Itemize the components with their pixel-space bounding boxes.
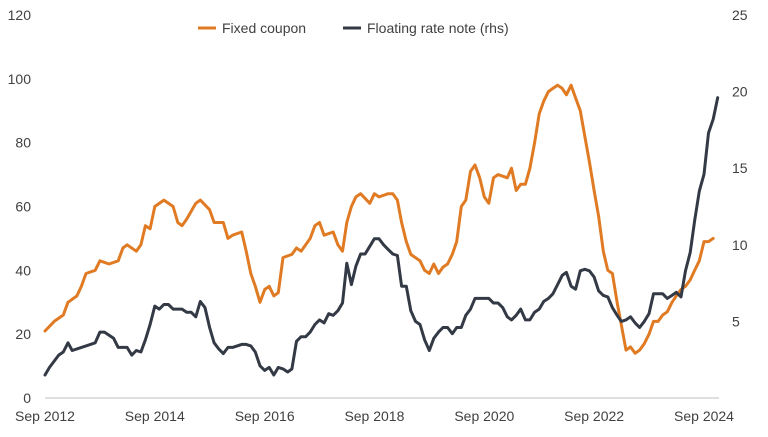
series-line-floating-rate-note xyxy=(43,96,720,377)
x-tick-label: Sep 2024 xyxy=(674,408,734,424)
y2-tick-label: 15 xyxy=(732,160,748,176)
plot-area xyxy=(43,83,720,377)
y-tick-label: 40 xyxy=(15,262,31,278)
y-tick-label: 80 xyxy=(15,135,31,151)
chart-axes: 0 20 40 60 80 100 120 5 10 15 20 25 Sep 2012 Sep 2014… xyxy=(8,7,748,424)
y-tick-label: 20 xyxy=(15,326,31,342)
x-tick-label: Sep 2014 xyxy=(125,408,185,424)
series-line-fixed-coupon xyxy=(43,83,715,355)
y-tick-label: 0 xyxy=(23,390,31,406)
x-tick-label: Sep 2018 xyxy=(344,408,404,424)
y2-tick-label: 5 xyxy=(732,313,740,329)
y-tick-label: 120 xyxy=(8,7,32,23)
x-tick-label: Sep 2012 xyxy=(15,408,75,424)
chart-legend: Fixed coupon Floating rate note (rhs) xyxy=(198,20,509,36)
x-tick-label: Sep 2022 xyxy=(564,408,624,424)
x-tick-label: Sep 2016 xyxy=(235,408,295,424)
x-tick-label: Sep 2020 xyxy=(454,408,514,424)
legend-label: Fixed coupon xyxy=(222,20,306,36)
y2-tick-label: 20 xyxy=(732,84,748,100)
y2-tick-label: 25 xyxy=(732,7,748,23)
y2-tick-label: 10 xyxy=(732,237,748,253)
y-tick-label: 60 xyxy=(15,199,31,215)
legend-label: Floating rate note (rhs) xyxy=(367,20,509,36)
y-tick-label: 100 xyxy=(8,71,32,87)
